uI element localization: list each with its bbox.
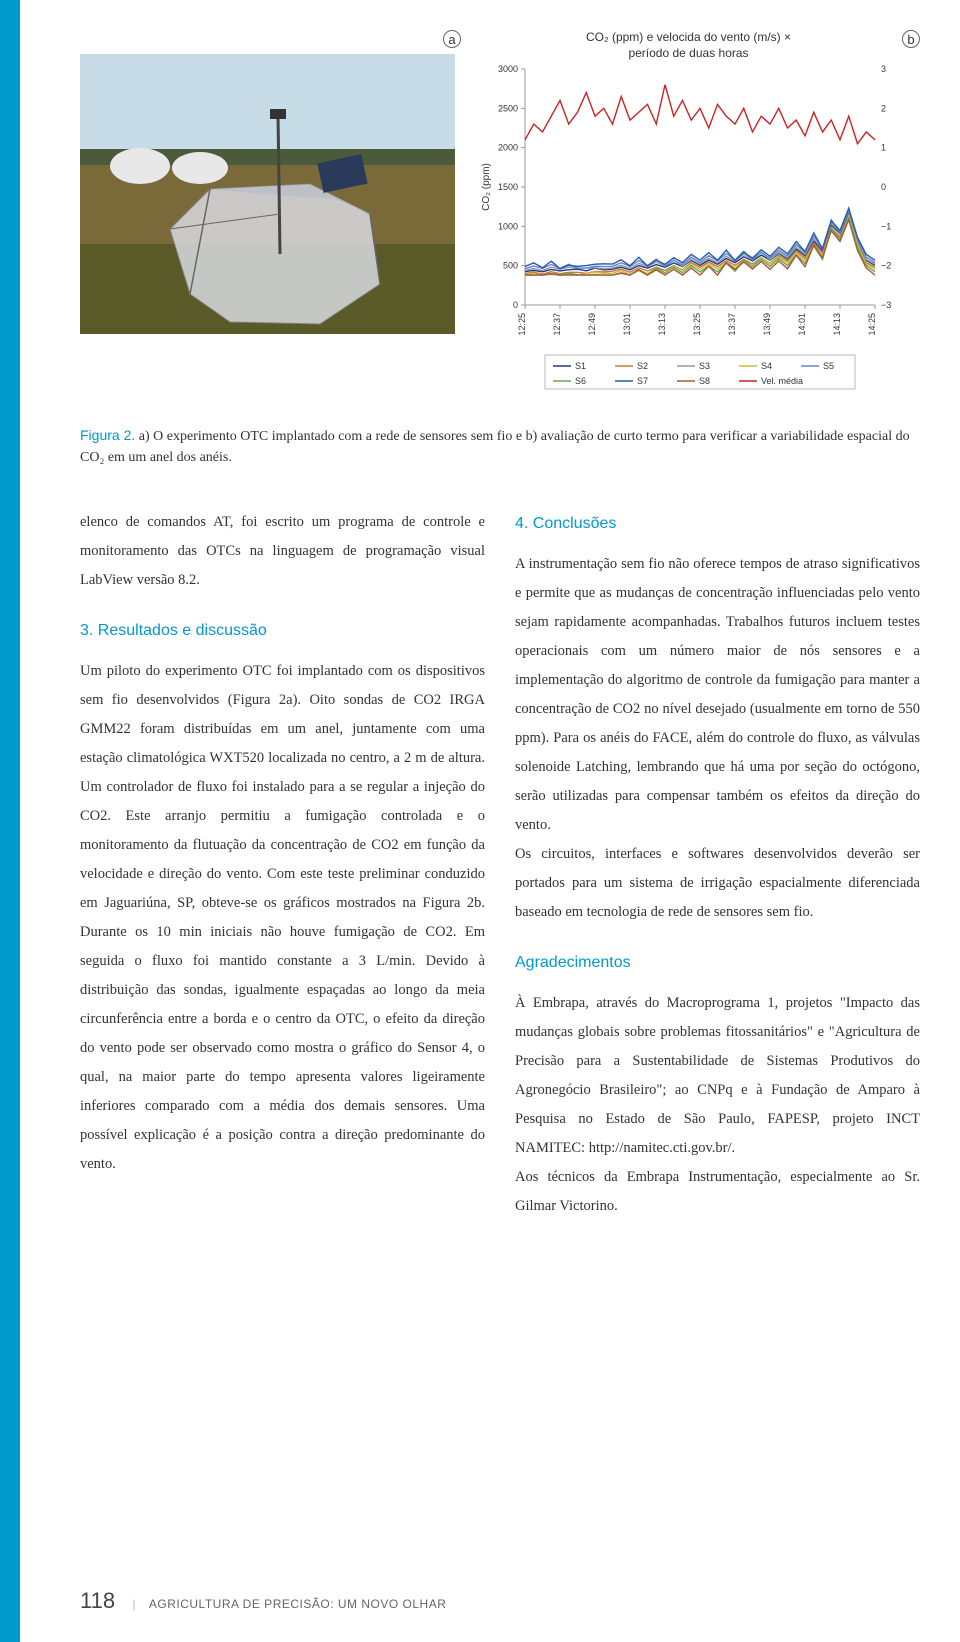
right-para-ack1: À Embrapa, através do Macroprograma 1, p… xyxy=(515,989,920,1163)
svg-text:3000: 3000 xyxy=(498,65,518,74)
left-para-2: Um piloto do experimento OTC foi implant… xyxy=(80,657,485,1179)
svg-text:12:49: 12:49 xyxy=(587,313,597,336)
svg-text:500: 500 xyxy=(503,261,518,271)
svg-text:13:49: 13:49 xyxy=(762,313,772,336)
left-para-1: elenco de comandos AT, foi escrito um pr… xyxy=(80,508,485,595)
svg-text:1000: 1000 xyxy=(498,222,518,232)
footer-text: AGRICULTURA DE PRECISÃO: UM NOVO OLHAR xyxy=(149,1597,447,1611)
page-content: a xyxy=(20,0,960,1642)
chart-title: CO₂ (ppm) e velocida do vento (m/s) × pe… xyxy=(475,30,902,61)
figure-2a-wrap: a xyxy=(80,30,455,334)
svg-text:2: 2 xyxy=(881,104,886,114)
body-columns: elenco de comandos AT, foi escrito um pr… xyxy=(80,508,920,1221)
svg-text:12:37: 12:37 xyxy=(552,313,562,336)
svg-text:S2: S2 xyxy=(637,361,648,371)
right-para-4a: A instrumentação sem fio não oferece tem… xyxy=(515,550,920,840)
page-footer: 118 | AGRICULTURA DE PRECISÃO: UM NOVO O… xyxy=(80,1588,446,1614)
svg-text:Vel. média: Vel. média xyxy=(761,376,803,386)
svg-text:14:01: 14:01 xyxy=(797,313,807,336)
svg-text:−1: −1 xyxy=(881,222,891,232)
svg-text:1500: 1500 xyxy=(498,182,518,192)
svg-text:2500: 2500 xyxy=(498,104,518,114)
svg-text:S6: S6 xyxy=(575,376,586,386)
photo-svg xyxy=(80,54,455,334)
left-margin-bar xyxy=(0,0,20,1642)
svg-text:13:13: 13:13 xyxy=(657,313,667,336)
figure-label: Figura 2. xyxy=(80,427,135,443)
right-column: 4. Conclusões A instrumentação sem fio n… xyxy=(515,508,920,1221)
svg-text:CO₂ (ppm): CO₂ (ppm) xyxy=(481,163,492,211)
svg-text:S3: S3 xyxy=(699,361,710,371)
svg-text:12:25: 12:25 xyxy=(517,313,527,336)
right-para-ack2: Aos técnicos da Embrapa Instrumentação, … xyxy=(515,1163,920,1221)
line-chart-svg: 0 500 1000 1500 2000 2500 3000 −3 −2 −1 0 1 2 3 12:25 1… xyxy=(475,65,905,395)
right-para-4b: Os circuitos, interfaces e softwares des… xyxy=(515,840,920,927)
figure-2: a xyxy=(80,30,920,405)
svg-text:S4: S4 xyxy=(761,361,772,371)
svg-text:2000: 2000 xyxy=(498,143,518,153)
svg-text:0: 0 xyxy=(513,300,518,310)
svg-text:13:37: 13:37 xyxy=(727,313,737,336)
figure-2-caption: Figura 2. a) O experimento OTC implantad… xyxy=(80,425,920,468)
svg-text:0: 0 xyxy=(881,182,886,192)
heading-agradecimentos: Agradecimentos xyxy=(515,947,920,979)
svg-text:−3: −3 xyxy=(881,300,891,310)
heading-conclusoes: 4. Conclusões xyxy=(515,508,920,540)
svg-text:14:13: 14:13 xyxy=(832,313,842,336)
panel-b-label: b xyxy=(902,30,920,48)
page-number: 118 xyxy=(80,1588,115,1613)
figure-2b-chart: CO₂ (ppm) e velocida do vento (m/s) × pe… xyxy=(475,30,920,405)
svg-text:S7: S7 xyxy=(637,376,648,386)
svg-text:13:01: 13:01 xyxy=(622,313,632,336)
svg-text:14:25: 14:25 xyxy=(867,313,877,336)
heading-resultados: 3. Resultados e discussão xyxy=(80,615,485,647)
left-column: elenco de comandos AT, foi escrito um pr… xyxy=(80,508,485,1221)
svg-text:1: 1 xyxy=(881,143,886,153)
svg-text:S1: S1 xyxy=(575,361,586,371)
svg-text:13:25: 13:25 xyxy=(692,313,702,336)
svg-text:S8: S8 xyxy=(699,376,710,386)
panel-a-label: a xyxy=(443,30,461,48)
svg-text:3: 3 xyxy=(881,65,886,74)
svg-text:−2: −2 xyxy=(881,261,891,271)
svg-text:S5: S5 xyxy=(823,361,834,371)
figure-2a-photo xyxy=(80,54,455,334)
